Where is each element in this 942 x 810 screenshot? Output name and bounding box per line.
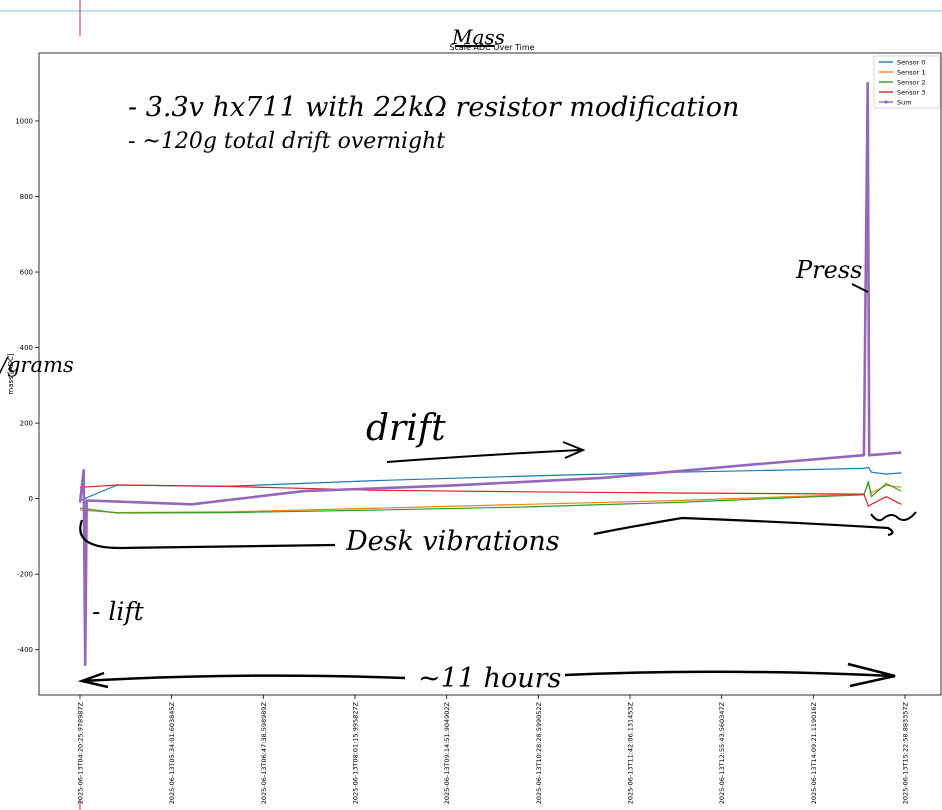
series-line-sum (78, 81, 902, 667)
series-lines (78, 81, 902, 667)
x-tick-label: 2025-06-13T06:47:38.598989Z (260, 701, 268, 804)
hand-note-drift-total: - ~120g total drift overnight (128, 129, 445, 154)
y-tick-label: -200 (17, 571, 33, 579)
hand-note-sensor: - 3.3v hx711 with 22kΩ resistor modifica… (128, 92, 739, 123)
x-tick-label: 2025-06-13T15:22:58.883357Z (902, 701, 910, 804)
x-tick-label: 2025-06-13T08:01:15.995827Z (352, 701, 360, 804)
press-pointer-stroke (851, 283, 869, 293)
y-tick-label: -400 (17, 646, 33, 654)
drift-arrow-head (562, 441, 586, 459)
legend-label-sensor-3: Sensor 3 (897, 88, 925, 96)
y-axis-ticks: -400 -200 0 200 400 600 800 1000 (15, 117, 39, 654)
legend-label-sensor-1: Sensor 1 (897, 68, 925, 76)
series-line-sensor-2 (79, 481, 902, 514)
legend: Sensor 0 Sensor 1 Sensor 2 Sensor 3 Sum (873, 55, 941, 109)
hours-arrow-left-shaft (81, 674, 406, 683)
legend-label-sensor-0: Sensor 0 (897, 58, 925, 66)
drift-arrow-shaft (386, 449, 581, 463)
legend-marker-sum (884, 100, 888, 104)
desk-squiggle-right (870, 511, 917, 522)
legend-box (873, 55, 941, 109)
hand-grams-label: /grams (0, 353, 74, 377)
x-tick-label: 2025-06-13T09:14:51.904902Z (443, 701, 451, 804)
plot-frame (38, 52, 942, 696)
x-tick-label: 2025-06-13T11:42:06.131453Z (627, 701, 635, 804)
hours-arrow-right-shaft (564, 670, 894, 678)
y-axis-label: mass [ADC] (7, 353, 15, 394)
series-line-sensor-1 (79, 482, 902, 514)
x-axis-ticks: 2025-06-13T04:20:25.978987Z 2025-06-13T05… (77, 695, 910, 804)
desk-bracket-left (79, 519, 336, 550)
y-tick-label: 0 (29, 495, 33, 503)
x-tick-label: 2025-06-13T12:55:43.560347Z (718, 701, 726, 804)
legend-label-sum: Sum (897, 98, 912, 106)
hours-arrow-right-head (847, 662, 896, 688)
series-line-sensor-3 (79, 484, 902, 507)
x-tick-label: 2025-06-13T04:20:25.978987Z (77, 701, 85, 804)
desk-bracket-right (593, 516, 894, 537)
x-tick-label: 2025-06-13T14:09:21.119016Z (810, 701, 818, 804)
handwritten-annotations: Mass - 3.3v hx711 with 22kΩ resistor mod… (0, 25, 917, 694)
y-tick-label: 600 (20, 269, 33, 277)
chart-title: Scale ADC Over Time (449, 43, 534, 52)
hand-drift-label: drift (366, 408, 446, 449)
y-tick-label: 800 (20, 193, 33, 201)
y-tick-label: 200 (20, 420, 33, 428)
hand-press-label: Press (795, 256, 862, 284)
hand-desk-label: Desk vibrations (345, 526, 560, 557)
x-tick-label: 2025-06-13T05:34:01.603845Z (168, 701, 176, 804)
hand-hours-label: ~11 hours (418, 663, 561, 694)
x-tick-label: 2025-06-13T10:28:28.599052Z (535, 701, 543, 804)
y-tick-label: 1000 (15, 117, 33, 125)
hours-arrow-left-head (77, 671, 109, 689)
legend-label-sensor-2: Sensor 2 (897, 78, 925, 86)
hand-lift-label: - lift (92, 597, 145, 626)
y-tick-label: 400 (20, 344, 33, 352)
